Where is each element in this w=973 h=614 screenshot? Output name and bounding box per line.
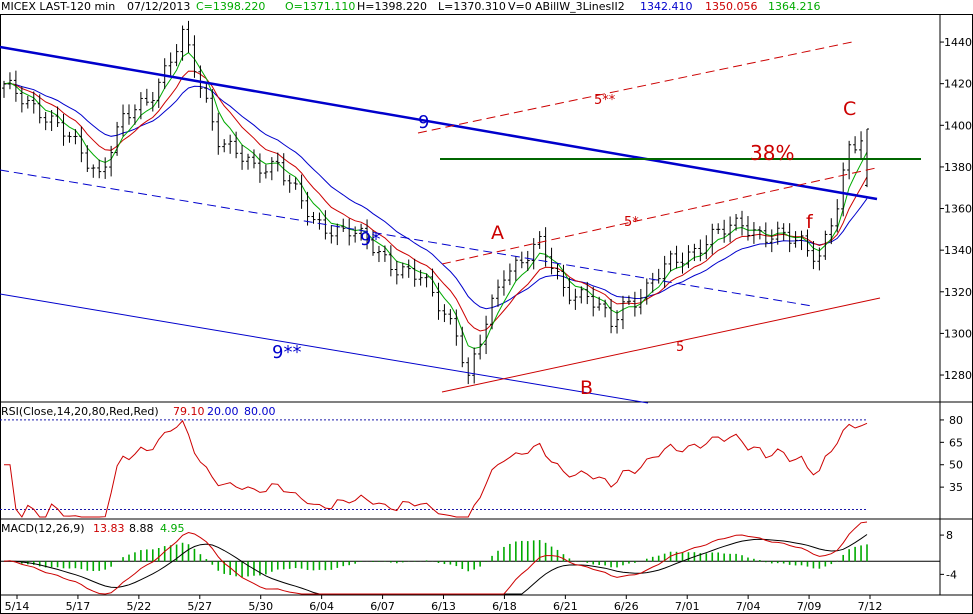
rsi-tick-label: 80 — [949, 414, 963, 427]
macd-tick-label: 8 — [946, 529, 953, 542]
volume-value: V=0 — [508, 0, 532, 13]
annotation-5-star: 5* — [624, 215, 639, 230]
trendline-9-star — [0, 169, 813, 307]
indicator-green-line — [3, 52, 868, 350]
date-tick-label: 6/21 — [553, 600, 578, 613]
price-tick-label: 1380 — [944, 161, 972, 174]
macd-signal-line — [3, 534, 868, 595]
date-tick-label: 5/22 — [127, 600, 152, 613]
date-tick-label: 7/04 — [736, 600, 761, 613]
price-tick-label: 1400 — [944, 119, 972, 132]
close-value: C=1398.220 — [196, 0, 266, 13]
wave-label-c: C — [843, 98, 856, 120]
annotation-5-double-star: 5** — [594, 93, 616, 108]
date-tick-label: 5/30 — [248, 600, 273, 613]
date-tick-label: 7/12 — [858, 600, 883, 613]
macd-line — [3, 521, 868, 595]
annotation-9-double-star: 9** — [272, 342, 301, 363]
price-tick-label: 1360 — [944, 203, 972, 216]
macd-tick-label: -4 — [946, 568, 957, 581]
indicator-blue-line — [3, 83, 868, 310]
trendline-5-star — [441, 167, 877, 265]
annotation-5: 5 — [676, 340, 684, 355]
indicator-name: ABillW_3LinesII2 — [535, 0, 625, 13]
date-tick-label: 7/01 — [675, 600, 700, 613]
price-tick-label: 1320 — [944, 286, 972, 299]
fib-38-label: 38% — [750, 141, 794, 165]
rsi-label: RSI(Close,14,20,80,Red,Red) — [1, 405, 159, 418]
wave-label-b: B — [580, 377, 593, 399]
price-tick-label: 1340 — [944, 244, 972, 257]
price-tick-label: 1420 — [944, 78, 972, 91]
date-label: 07/12/2013 — [127, 0, 191, 13]
date-tick-label: 6/18 — [492, 600, 517, 613]
rsi-line — [4, 419, 868, 518]
date-tick-label: 5/17 — [66, 600, 91, 613]
macd-value: 13.83 — [93, 522, 125, 535]
trendline-5 — [441, 297, 881, 393]
date-tick-label: 6/13 — [431, 600, 456, 613]
rsi-tick-label: 35 — [949, 481, 963, 494]
date-tick-label: 6/04 — [309, 600, 334, 613]
date-tick-label: 6/07 — [370, 600, 395, 613]
rsi-tick-label: 50 — [949, 459, 963, 472]
macd-signal-value: 8.88 — [129, 522, 154, 535]
rsi-low-level: 20.00 — [207, 405, 239, 418]
macd-label: MACD(12,26,9) — [1, 522, 85, 535]
trendline-9 — [0, 45, 878, 201]
wave-label-f: f — [806, 211, 814, 233]
price-tick-label: 1300 — [944, 327, 972, 340]
indicator-line3-value: 1364.216 — [768, 0, 821, 13]
wave-label-a: A — [491, 222, 504, 244]
date-tick-label: 7/09 — [797, 600, 822, 613]
trendline-9-double-star — [0, 293, 649, 404]
symbol-label: MICEX LAST-120 min — [1, 0, 116, 13]
rsi-high-level: 80.00 — [244, 405, 276, 418]
rsi-value: 79.10 — [173, 405, 205, 418]
annotation-9: 9 — [418, 112, 429, 133]
date-tick-label: 5/14 — [5, 600, 30, 613]
date-tick-label: 6/26 — [614, 600, 639, 613]
price-tick-label: 1440 — [944, 36, 972, 49]
date-tick-label: 5/27 — [187, 600, 212, 613]
trendline-5-double-star — [417, 41, 853, 134]
indicator-line1-value: 1342.410 — [640, 0, 693, 13]
macd-hist-value: 4.95 — [160, 522, 185, 535]
annotation-9-star: 9* — [360, 229, 380, 250]
indicator-line2-value: 1350.056 — [705, 0, 758, 13]
open-value: O=1371.110 — [285, 0, 356, 13]
rsi-tick-label: 65 — [949, 436, 963, 449]
indicator-red-line — [3, 70, 868, 332]
high-value: H=1398.220 — [357, 0, 427, 13]
low-value: L=1370.310 — [438, 0, 506, 13]
price-tick-label: 1280 — [944, 369, 972, 382]
